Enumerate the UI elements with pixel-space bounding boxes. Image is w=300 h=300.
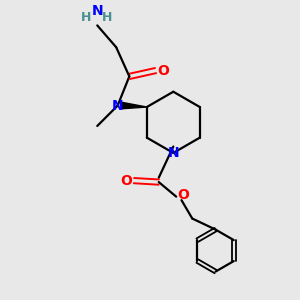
Text: N: N bbox=[112, 99, 124, 112]
Text: H: H bbox=[102, 11, 113, 24]
Text: O: O bbox=[178, 188, 190, 202]
Text: O: O bbox=[120, 174, 132, 188]
Text: O: O bbox=[157, 64, 169, 78]
Text: H: H bbox=[81, 11, 92, 24]
Polygon shape bbox=[122, 102, 147, 109]
Text: N: N bbox=[167, 146, 179, 160]
Text: N: N bbox=[92, 4, 103, 18]
